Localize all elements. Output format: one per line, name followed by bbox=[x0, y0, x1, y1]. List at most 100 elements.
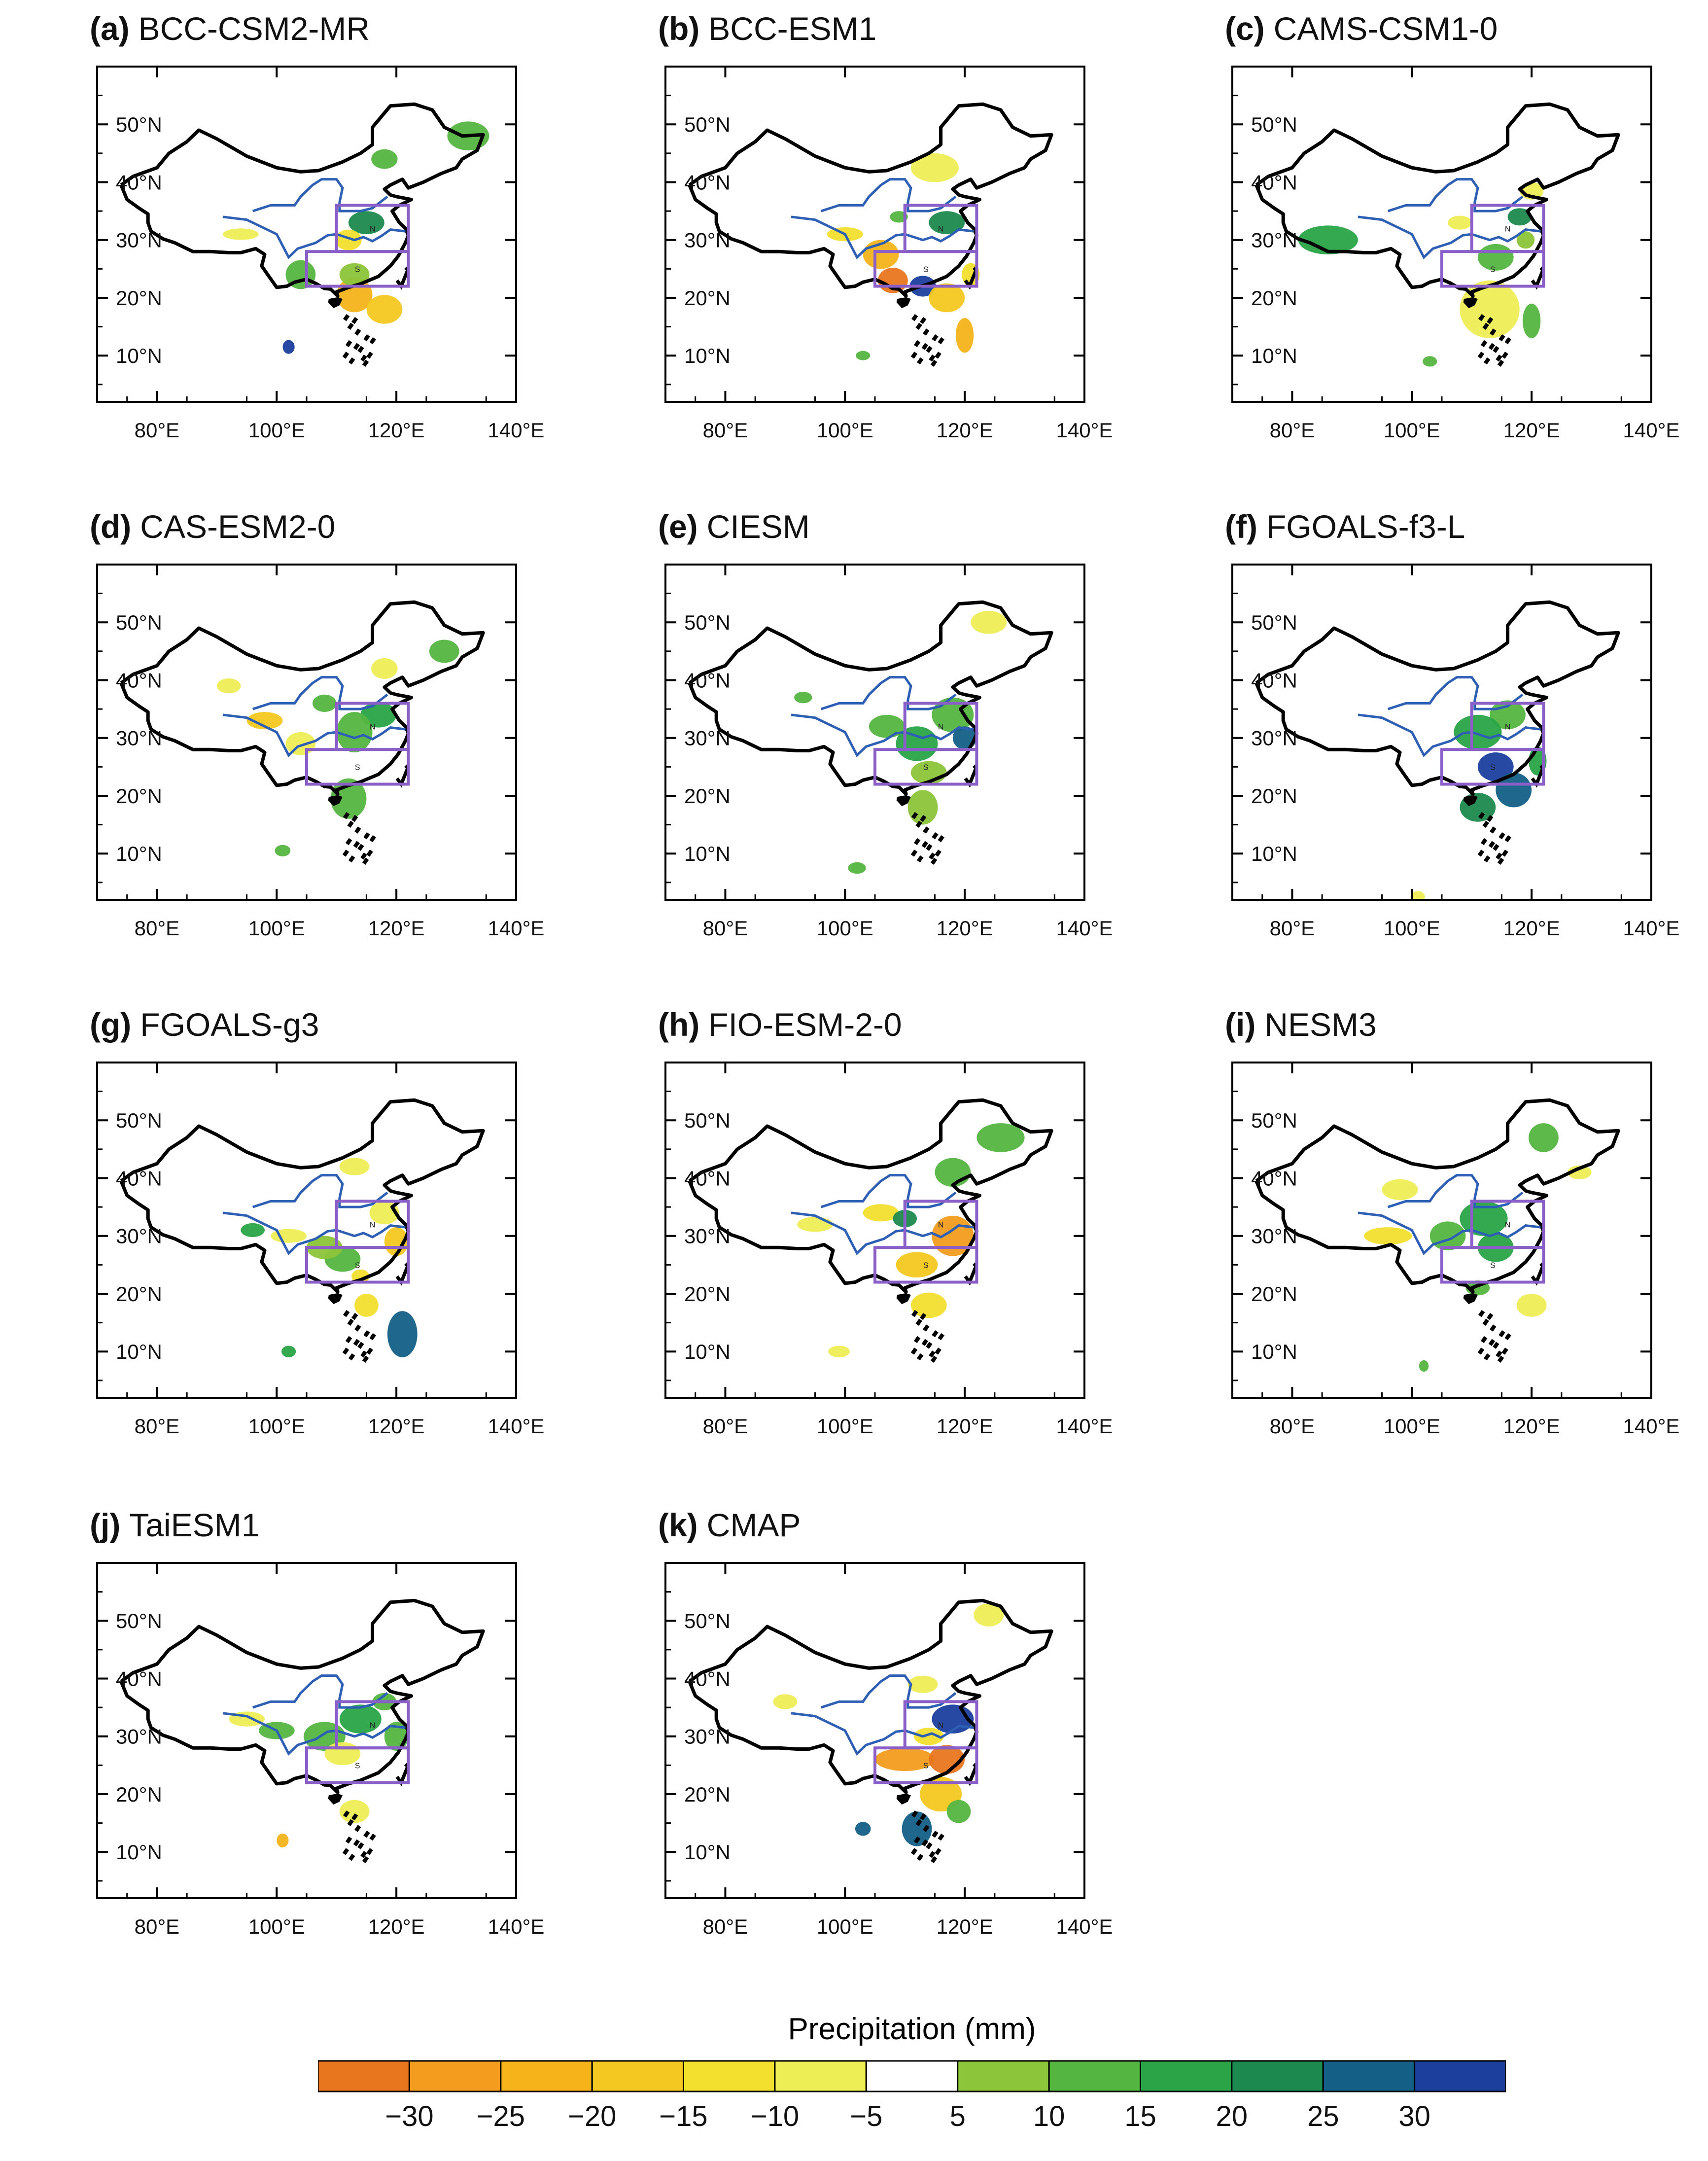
y-tick-label: 10°N bbox=[116, 842, 162, 865]
precipitation-anomaly-patch bbox=[1454, 714, 1502, 750]
map-background bbox=[1232, 565, 1651, 900]
x-tick-label: 140°E bbox=[1623, 419, 1680, 442]
south-sea-island bbox=[343, 812, 350, 819]
x-tick-label: 80°E bbox=[1270, 917, 1315, 940]
yellow-river bbox=[820, 178, 957, 213]
panel-model-name: FGOALS-g3 bbox=[140, 1006, 319, 1043]
colorbar-graphic: −30 −25 −20 −15 −10 −5 5 10 15 20 25 30 bbox=[317, 2060, 1507, 2132]
south-sea-island bbox=[1483, 357, 1491, 365]
x-tick-label: 140°E bbox=[1623, 1415, 1680, 1438]
map-plot: N S 80°E 100°E 120°E 140°E 50°N 40°N 30°N 20°N 10°… bbox=[96, 1062, 544, 1438]
precipitation-anomaly-patch bbox=[1522, 303, 1541, 339]
x-tick-label: 100°E bbox=[817, 917, 873, 940]
south-sea-island bbox=[938, 1833, 944, 1841]
china-border bbox=[119, 102, 485, 298]
x-tick-label: 140°E bbox=[488, 419, 545, 442]
x-tick-label: 120°E bbox=[1503, 1415, 1560, 1438]
south-sea-island bbox=[915, 1318, 922, 1326]
yangtze-river bbox=[222, 1712, 406, 1756]
study-region-box bbox=[1440, 748, 1545, 786]
south-sea-island bbox=[910, 850, 918, 857]
south-sea-island bbox=[1496, 354, 1502, 362]
south-sea-island bbox=[913, 838, 921, 846]
china-border bbox=[688, 1598, 1053, 1794]
y-tick-label: 30°N bbox=[116, 1725, 162, 1748]
precipitation-anomaly-patch bbox=[271, 1229, 307, 1243]
precipitation-anomaly-patch bbox=[371, 149, 398, 169]
precipitation-anomaly-patch bbox=[971, 610, 1007, 634]
map-background bbox=[97, 67, 516, 402]
precipitation-anomaly-patch bbox=[241, 1223, 265, 1238]
map-panel-i: (i) NESM3 N S 80°E 100°E 120°E 140°E 50°N 40°N 30°… bbox=[1225, 1006, 1679, 1489]
y-tick-label: 30°N bbox=[684, 1725, 731, 1748]
south-sea-island bbox=[921, 1339, 929, 1346]
south-sea-island bbox=[357, 1842, 364, 1849]
map-plot: N S 80°E 100°E 120°E 140°E 50°N 40°N 30°N 20°N 10°… bbox=[664, 564, 1113, 940]
precipitation-anomaly-patch bbox=[907, 1675, 938, 1693]
yellow-river bbox=[252, 1674, 388, 1709]
china-border bbox=[119, 1098, 485, 1294]
precipitation-anomaly-patch bbox=[955, 318, 974, 353]
map-plot: N S 80°E 100°E 120°E 140°E 50°N 40°N 30°N 20°N 10°… bbox=[96, 1562, 544, 1938]
precipitation-anomaly-patch bbox=[976, 1123, 1025, 1152]
south-sea-island bbox=[360, 1851, 367, 1858]
yangtze-river bbox=[791, 713, 974, 758]
south-sea-island bbox=[345, 1336, 352, 1344]
x-tick-label: 140°E bbox=[1623, 917, 1680, 940]
precipitation-anomaly-patch bbox=[371, 658, 398, 679]
study-region-box bbox=[873, 250, 978, 288]
south-sea-island bbox=[354, 1825, 361, 1832]
y-tick-label: 20°N bbox=[116, 286, 162, 310]
panel-title: (i) NESM3 bbox=[1225, 1006, 1377, 1043]
south-sea-island bbox=[1497, 1355, 1504, 1363]
south-sea-island bbox=[354, 328, 361, 336]
map-plot: N S 80°E 100°E 120°E 140°E 50°N 40°N 30°N 20°N 10°… bbox=[1231, 1062, 1679, 1438]
precipitation-anomaly-patch bbox=[387, 1311, 418, 1357]
precipitation-anomaly-patch bbox=[216, 678, 241, 694]
precipitation-anomaly-patch bbox=[935, 1158, 971, 1187]
map-background bbox=[665, 1063, 1084, 1398]
x-tick-label: 140°E bbox=[1056, 1915, 1113, 1938]
south-sea-island bbox=[347, 820, 354, 828]
south-sea-island bbox=[360, 852, 367, 860]
region-box-label: S bbox=[923, 1762, 929, 1770]
south-sea-island bbox=[366, 1848, 373, 1855]
precipitation-anomaly-patch bbox=[1588, 136, 1619, 159]
precipitation-anomaly-patch bbox=[797, 1217, 833, 1232]
south-sea-island bbox=[929, 1851, 936, 1858]
precipitation-anomaly-patch bbox=[1529, 1123, 1559, 1152]
south-sea-island bbox=[1504, 337, 1511, 345]
south-sea-island bbox=[910, 1347, 918, 1355]
precipitation-anomaly-patch bbox=[1516, 231, 1535, 249]
south-sea-island bbox=[1478, 314, 1485, 321]
y-tick-label: 40°N bbox=[684, 669, 731, 692]
south-sea-island bbox=[930, 1856, 938, 1863]
y-tick-label: 50°N bbox=[116, 1109, 162, 1132]
map-background bbox=[97, 1063, 516, 1398]
south-sea-island bbox=[1480, 340, 1488, 348]
y-tick-label: 10°N bbox=[1251, 344, 1297, 367]
colorbar-swatch bbox=[683, 2060, 776, 2092]
taiwan-island bbox=[395, 266, 410, 290]
south-sea-island bbox=[351, 1813, 358, 1821]
y-tick-label: 40°N bbox=[116, 171, 162, 194]
precipitation-anomaly-patch bbox=[794, 692, 812, 704]
y-tick-label: 50°N bbox=[684, 113, 731, 136]
panel-title: (d) CAS-ESM2-0 bbox=[90, 508, 335, 545]
region-box-label: S bbox=[1490, 265, 1496, 274]
region-box-label: N bbox=[938, 1221, 944, 1229]
colorbar-tick-label: −10 bbox=[751, 2100, 799, 2132]
x-tick-label: 140°E bbox=[488, 1915, 545, 1938]
south-sea-island bbox=[911, 812, 918, 819]
south-sea-island bbox=[362, 857, 369, 865]
region-box-label: S bbox=[1490, 1261, 1496, 1270]
panel-model-name: BCC-ESM1 bbox=[708, 10, 877, 47]
south-sea-island bbox=[932, 1830, 939, 1838]
south-sea-island bbox=[916, 1353, 924, 1361]
map-panel-d: (d) CAS-ESM2-0 N S 80°E 100°E 120°E 140°E 50°N 40… bbox=[90, 508, 544, 991]
precipitation-anomaly-patch bbox=[349, 211, 384, 234]
panel-label: (a) bbox=[90, 10, 130, 47]
taiwan-island bbox=[1531, 764, 1545, 788]
map-background bbox=[665, 1563, 1084, 1898]
colorbar-tick-label: −5 bbox=[850, 2100, 882, 2132]
